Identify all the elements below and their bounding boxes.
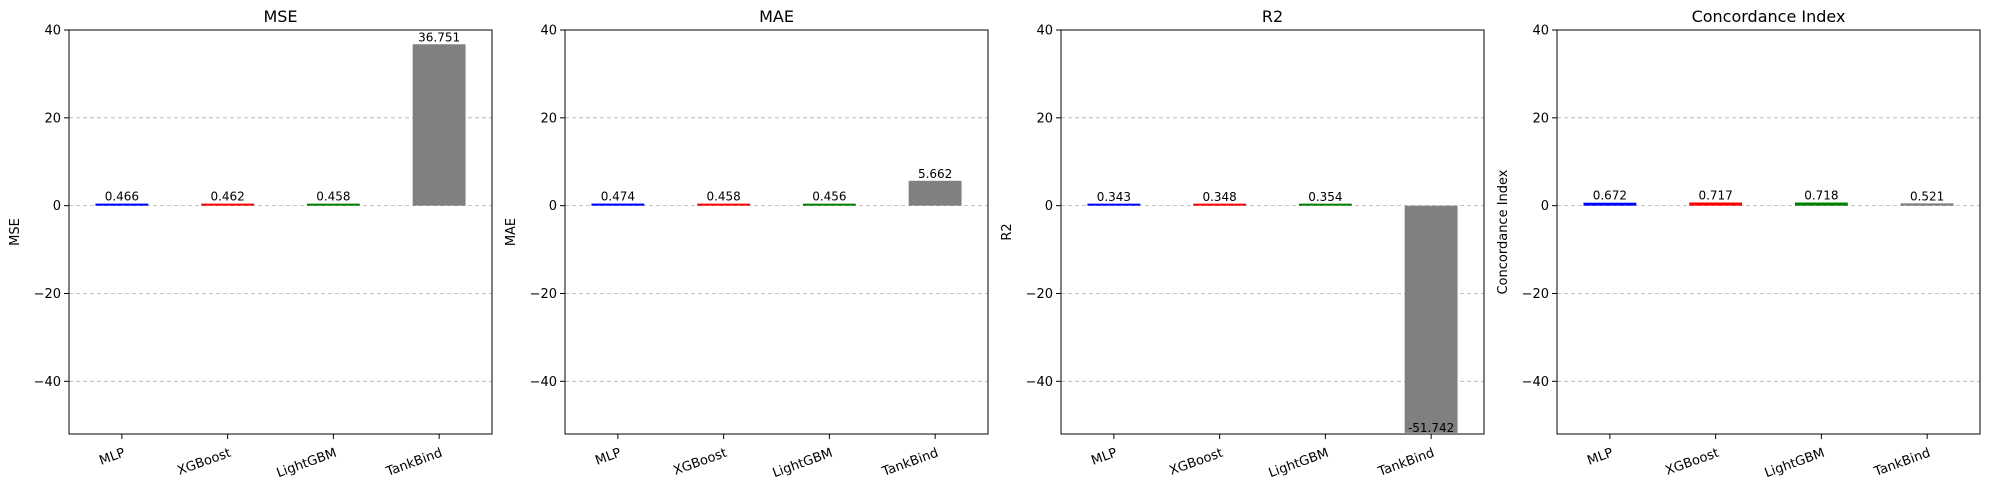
value-label: -51.742 <box>1408 421 1454 435</box>
axis-frame <box>1556 29 1981 435</box>
bar-mlp <box>1583 202 1637 206</box>
y-tick-label: 20 <box>1036 111 1053 126</box>
chart-panel-2: 0.474 MLP 0.458 XGBoost 0.456 LightGBM 5.662 Ta… <box>504 7 989 482</box>
y-tick-label: −40 <box>34 375 61 390</box>
y-axis-label: MSE <box>8 218 23 246</box>
x-tick-label: TankBind <box>1375 446 1436 480</box>
value-label: 0.718 <box>1804 188 1838 202</box>
y-tick-label: 20 <box>540 111 557 126</box>
x-tick-label: MLP <box>97 446 127 469</box>
x-tick-label: XGBoost <box>1168 446 1225 479</box>
value-label: 0.458 <box>316 190 350 204</box>
y-tick-label: 40 <box>540 24 557 39</box>
y-tick-label: 20 <box>1532 111 1549 126</box>
value-label: 0.354 <box>1308 190 1342 204</box>
value-label: 0.462 <box>210 190 244 204</box>
x-tick-label: TankBind <box>879 446 940 480</box>
bar-lightgbm <box>802 203 856 206</box>
y-tick-label: 40 <box>44 24 61 39</box>
value-label: 0.521 <box>1910 189 1944 203</box>
y-tick-label: −40 <box>530 375 557 390</box>
bar-tankbind <box>908 180 962 206</box>
value-label: 5.662 <box>918 167 952 181</box>
x-tick-label: LightGBM <box>275 446 339 482</box>
bar-tankbind <box>1404 205 1458 433</box>
x-tick-label: MLP <box>593 446 623 469</box>
x-tick-label: TankBind <box>383 446 444 480</box>
x-tick-label: LightGBM <box>1267 446 1331 482</box>
chart-title: Concordance Index <box>1692 7 1846 26</box>
bar-mlp <box>591 203 645 206</box>
x-tick-label: XGBoost <box>672 446 729 479</box>
chart-title: MSE <box>263 7 297 26</box>
bar-mlp <box>1087 203 1141 206</box>
axis-frame <box>564 29 989 435</box>
y-tick-label: −20 <box>34 287 61 302</box>
chart-panel-4: 0.672 MLP 0.717 XGBoost 0.718 LightGBM 0.521 Ta… <box>1496 7 1981 482</box>
y-tick-label: −20 <box>530 287 557 302</box>
value-label: 0.474 <box>601 190 635 204</box>
y-tick-label: 0 <box>1541 199 1549 214</box>
value-label: 0.458 <box>706 190 740 204</box>
bar-xgboost <box>201 203 255 206</box>
value-label: 0.717 <box>1698 189 1732 203</box>
chart-title: R2 <box>1262 7 1283 26</box>
bar-xgboost <box>1193 203 1247 206</box>
y-tick-label: 40 <box>1532 24 1549 39</box>
bar-mlp <box>95 203 149 206</box>
x-tick-label: MLP <box>1089 446 1119 469</box>
y-tick-label: 40 <box>1036 24 1053 39</box>
y-tick-label: −20 <box>1026 287 1053 302</box>
value-label: 0.456 <box>812 190 846 204</box>
x-tick-label: LightGBM <box>771 446 835 482</box>
axis-frame <box>1060 29 1485 435</box>
x-tick-label: MLP <box>1585 446 1615 469</box>
x-tick-label: XGBoost <box>176 446 233 479</box>
bar-tankbind <box>412 44 466 206</box>
y-axis-label: Concordance Index <box>1496 169 1511 294</box>
bar-xgboost <box>1689 202 1743 206</box>
value-label: 0.343 <box>1097 190 1131 204</box>
y-tick-label: 20 <box>44 111 61 126</box>
y-tick-label: −40 <box>1026 375 1053 390</box>
chart-panel-1: 0.466 MLP 0.462 XGBoost 0.458 LightGBM 36.751 T… <box>8 7 493 482</box>
bar-xgboost <box>697 203 751 206</box>
bar-tankbind <box>1900 203 1954 206</box>
x-tick-label: TankBind <box>1871 446 1932 480</box>
x-tick-label: LightGBM <box>1763 446 1827 482</box>
y-axis-label: R2 <box>1000 223 1015 240</box>
y-tick-label: 0 <box>549 199 557 214</box>
bar-lightgbm <box>306 203 360 206</box>
bar-lightgbm <box>1298 203 1352 206</box>
y-axis-label: MAE <box>504 218 519 246</box>
x-tick-label: XGBoost <box>1664 446 1721 479</box>
value-label: 0.466 <box>105 190 139 204</box>
y-tick-label: 0 <box>53 199 61 214</box>
value-label: 0.672 <box>1593 189 1627 203</box>
bar-lightgbm <box>1794 202 1848 206</box>
chart-panel-3: 0.343 MLP 0.348 XGBoost 0.354 LightGBM -51.742… <box>1000 7 1485 482</box>
value-label: 36.751 <box>418 30 460 44</box>
y-tick-label: 0 <box>1045 199 1053 214</box>
y-tick-label: −20 <box>1522 287 1549 302</box>
value-label: 0.348 <box>1202 190 1236 204</box>
axis-frame <box>68 29 493 435</box>
chart-title: MAE <box>759 7 794 26</box>
y-tick-label: −40 <box>1522 375 1549 390</box>
